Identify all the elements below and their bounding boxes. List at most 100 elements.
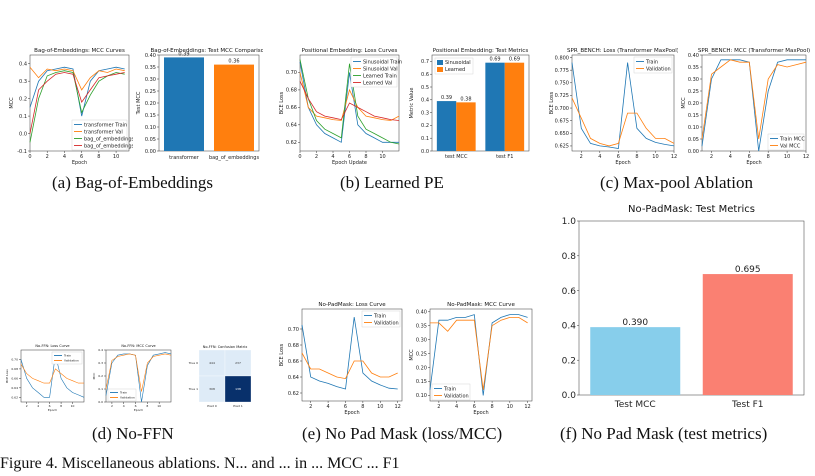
chart-d1: 2 4 6 8 10 0.62 0.64 0.66 0.68 0.70 No-FFN: Loss C…	[5, 344, 85, 412]
caption-a: (a) Bag-of-Embeddings	[52, 173, 213, 192]
y-tick-label: 0.05	[145, 137, 156, 143]
y-tick-label: 0.775	[555, 68, 569, 74]
y-axis-label: MCC	[681, 97, 687, 109]
y-tick-label: 0.70	[288, 327, 299, 333]
y-tick-label: 0.5	[421, 85, 429, 91]
x-tick-label: 2	[315, 154, 318, 160]
y-tick-label: 0.725	[555, 93, 569, 99]
x-tick-label: 10	[113, 154, 119, 160]
y-tick-label: 0.68	[288, 343, 299, 349]
x-tick-label: 4	[37, 404, 39, 408]
y-tick-label: 0.00	[688, 149, 699, 155]
y-tick-label: 0.650	[555, 131, 569, 137]
x-axis-label: Epoch	[72, 160, 87, 165]
bar-value-label: 0.39	[441, 95, 452, 101]
legend-label: Val MCC	[780, 143, 801, 149]
legend-label: Train	[119, 391, 127, 395]
bar-value-label: 0.38	[460, 96, 471, 102]
x-tick-label: 4	[729, 154, 732, 160]
legend-box	[361, 310, 401, 328]
y-tick-label: 0.00	[145, 149, 156, 155]
series-line-sinusoidal-train	[299, 61, 399, 143]
y-tick-label: 0.25	[688, 89, 699, 95]
chart-title: Bag-of-Embeddings: MCC Curves	[34, 48, 125, 54]
x-tick-label: 10	[377, 404, 383, 410]
legend-label: Validation	[64, 359, 79, 363]
x-tick-label: 8	[97, 154, 100, 160]
legend-label: Learned Val	[363, 80, 392, 86]
bar-value-label: 0.69	[509, 57, 520, 63]
x-tick-label: 8	[60, 404, 62, 408]
y-tick-label: -0.1	[17, 149, 27, 155]
legend-box	[633, 56, 673, 74]
y-tick-label: 0.4	[98, 348, 103, 352]
chart-title: SPR_BENCH: MCC (Transformer MaxPool)	[698, 48, 810, 54]
legend-label: transformer Val	[84, 129, 123, 135]
chart-a1: 0 2 4 6 8 10 -0.1 0.0 0.1 0.2 0.3 0.4 Bag-of-Embeddi…	[9, 48, 133, 165]
caption-b: (b) Learned PE	[340, 173, 444, 192]
y-tick-label: 0.3	[421, 110, 429, 116]
caption-d: (d) No-FFN	[92, 424, 174, 443]
y-tick-label: 0.675	[555, 118, 569, 124]
x-tick-label: 10	[157, 404, 161, 408]
col-label: Pred 1	[233, 404, 243, 408]
bar-sinusoidal-1	[485, 62, 505, 151]
chart-e2: 2 4 6 8 10 12 0.10 0.15 0.20 0.25 0.30 0.35 0.40 No-P…	[409, 302, 533, 415]
x-tick-label: 2	[437, 404, 440, 410]
x-tick-label: 0	[298, 154, 301, 160]
y-tick-label: 0.8	[562, 252, 577, 262]
y-tick-label: 0.10	[145, 125, 156, 131]
col-label: Pred 0	[207, 404, 217, 408]
legend-label: Validation	[444, 393, 469, 399]
caption-f: (f) No Pad Mask (test metrics)	[560, 424, 768, 443]
bar-0	[164, 57, 204, 151]
y-tick-label: 0.10	[688, 125, 699, 131]
x-tick-label: 2	[111, 404, 113, 408]
chart-title: No-PadMask: Test Metrics	[628, 204, 755, 215]
legend-box	[107, 388, 137, 402]
legend-label: Train MCC	[779, 136, 805, 142]
y-tick-label: 0.6	[421, 72, 429, 78]
x-axis-label: Epoch	[473, 410, 488, 415]
y-tick-label: 0.20	[416, 365, 427, 371]
y-tick-label: 0.15	[688, 113, 699, 119]
y-tick-label: 0.66	[288, 359, 299, 365]
x-tick-label: 6	[135, 404, 137, 408]
y-tick-label: 0.2	[562, 356, 576, 366]
chart-title: No-PadMask: Loss Curve	[318, 302, 386, 308]
series-line-val-mcc	[701, 59, 807, 140]
y-axis-label: BCE Loss	[279, 343, 285, 366]
bar-1	[702, 274, 793, 395]
y-tick-label: 0.62	[288, 391, 299, 397]
caption-c: (c) Max-pool Ablation	[600, 173, 753, 192]
heat-cell-value: 237	[235, 361, 241, 365]
heat-cell	[224, 375, 252, 403]
y-axis-label: MCC	[9, 97, 15, 109]
y-axis-label: BCE Loss	[5, 369, 9, 383]
legend-box	[434, 57, 474, 75]
y-tick-label: 0.25	[416, 351, 427, 357]
x-tick-label: 12	[803, 154, 809, 160]
x-tick-label: 4	[326, 404, 329, 410]
bar-value-label: 0.39	[178, 51, 189, 57]
y-tick-label: 1.0	[562, 217, 577, 227]
series-line-validation	[571, 97, 675, 147]
caption-e: (e) No Pad Mask (loss/MCC)	[302, 424, 503, 443]
series-line-sinusoidal-val	[299, 72, 400, 121]
heat-cell-value: 308	[209, 387, 215, 391]
plot-frame	[578, 220, 805, 396]
x-tick-label: 2	[710, 154, 713, 160]
chart-d3: No-FFN: Confusion Matrix 444 237 308 138 True…	[188, 345, 252, 408]
y-tick-label: 0.68	[11, 367, 18, 371]
row-label: True 0	[188, 361, 198, 365]
series-line-train	[105, 352, 172, 403]
plot-frame	[301, 308, 403, 402]
y-tick-label: 0.1	[19, 114, 27, 120]
y-tick-label: 0.64	[288, 375, 299, 381]
legend-box	[71, 119, 128, 151]
plot-frame	[429, 308, 533, 402]
plot-frame	[571, 54, 675, 152]
y-tick-label: 0.64	[286, 123, 297, 129]
x-axis-label: Epoch	[134, 408, 143, 412]
x-axis-label: Epoch	[746, 160, 761, 165]
